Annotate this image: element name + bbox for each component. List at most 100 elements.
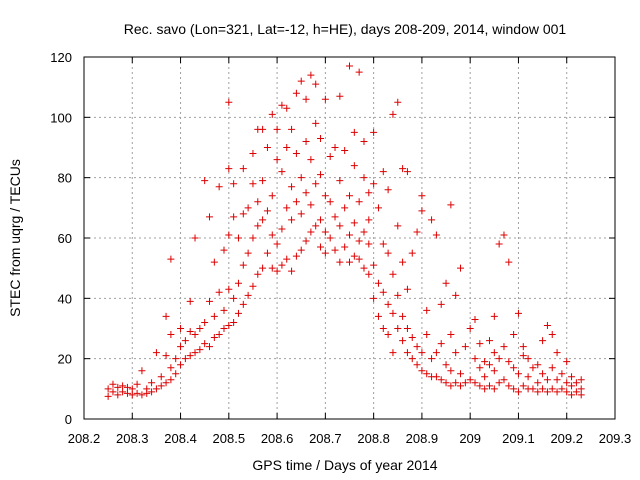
data-point [239, 261, 247, 269]
data-point [283, 144, 291, 151]
data-point [201, 340, 209, 348]
data-point [162, 312, 170, 320]
data-point [162, 352, 170, 360]
data-point [457, 370, 465, 378]
x-tick-label: 208.2 [68, 431, 101, 446]
x-tick-labels: 208.2 208.3 208.4 208.5 208.6 208.7 208.8 208.9… [68, 431, 632, 446]
data-point [413, 343, 421, 351]
data-point [505, 258, 513, 266]
data-point [273, 125, 281, 133]
data-point [191, 349, 199, 357]
data-point [321, 228, 329, 236]
data-point [384, 331, 392, 339]
data-point [394, 222, 402, 230]
data-point [177, 325, 185, 332]
data-point [206, 343, 214, 351]
data-point [442, 379, 450, 387]
data-point [394, 98, 402, 106]
data-point [346, 258, 353, 266]
data-point [215, 288, 223, 296]
data-point [471, 379, 479, 387]
data-point [138, 391, 146, 399]
data-point [181, 355, 189, 363]
data-point [321, 249, 329, 257]
data-point [128, 391, 136, 399]
data-point [452, 291, 460, 299]
data-point [263, 144, 271, 151]
data-point [355, 255, 363, 263]
data-point [403, 285, 411, 293]
data-point [317, 134, 325, 142]
data-point [485, 361, 493, 369]
data-point [495, 355, 503, 363]
data-point [186, 297, 194, 305]
data-point [225, 165, 233, 173]
data-point [563, 358, 571, 366]
data-point [292, 150, 300, 158]
data-point [539, 337, 547, 345]
data-point [249, 282, 257, 290]
data-point [114, 383, 122, 391]
y-tick-label: 60 [58, 231, 72, 246]
data-point [543, 388, 551, 396]
data-point [399, 258, 407, 266]
data-point [326, 198, 334, 206]
data-point [370, 261, 378, 269]
data-point [403, 168, 411, 176]
x-axis-label: GPS time / Days of year 2014 [252, 457, 437, 473]
data-point [423, 331, 431, 339]
data-point [539, 385, 547, 393]
data-point [201, 318, 209, 326]
data-point [495, 379, 503, 387]
data-point [317, 216, 325, 224]
data-point [336, 222, 344, 230]
data-point [403, 325, 411, 332]
data-point [495, 240, 503, 248]
data-point [442, 361, 450, 369]
data-point [389, 349, 397, 357]
data-point [379, 168, 387, 176]
data-point [273, 240, 281, 248]
data-point [312, 80, 320, 88]
data-point [568, 382, 576, 390]
data-point [312, 180, 320, 188]
data-point [317, 171, 325, 179]
data-point [577, 385, 585, 393]
y-tick-label: 40 [58, 291, 72, 306]
data-point [500, 343, 508, 351]
y-tick-label: 0 [65, 412, 72, 427]
data-point [225, 321, 233, 329]
y-tick-label: 100 [50, 110, 72, 125]
data-point [408, 334, 416, 342]
data-point [302, 137, 310, 145]
data-point [461, 379, 469, 387]
data-point [326, 153, 334, 161]
data-point [384, 300, 392, 308]
data-point [399, 312, 407, 320]
data-point [206, 297, 214, 305]
data-point [437, 340, 445, 348]
data-point [104, 385, 112, 393]
data-point [365, 216, 373, 224]
data-point [558, 385, 566, 393]
data-point [543, 321, 551, 329]
data-point [452, 349, 460, 357]
data-point [336, 258, 344, 266]
x-tick-label: 208.7 [309, 431, 342, 446]
data-point [355, 237, 363, 245]
data-point [577, 376, 585, 384]
data-point [143, 385, 151, 393]
data-point [408, 355, 416, 363]
data-point [365, 270, 373, 278]
data-point [225, 285, 233, 293]
data-point [225, 231, 233, 239]
y-tick-label: 20 [58, 352, 72, 367]
data-point [249, 234, 257, 242]
data-point [476, 382, 484, 390]
data-point [403, 349, 411, 357]
data-point [442, 279, 450, 287]
data-point [278, 261, 286, 269]
data-point [543, 376, 551, 384]
data-point [563, 379, 571, 387]
